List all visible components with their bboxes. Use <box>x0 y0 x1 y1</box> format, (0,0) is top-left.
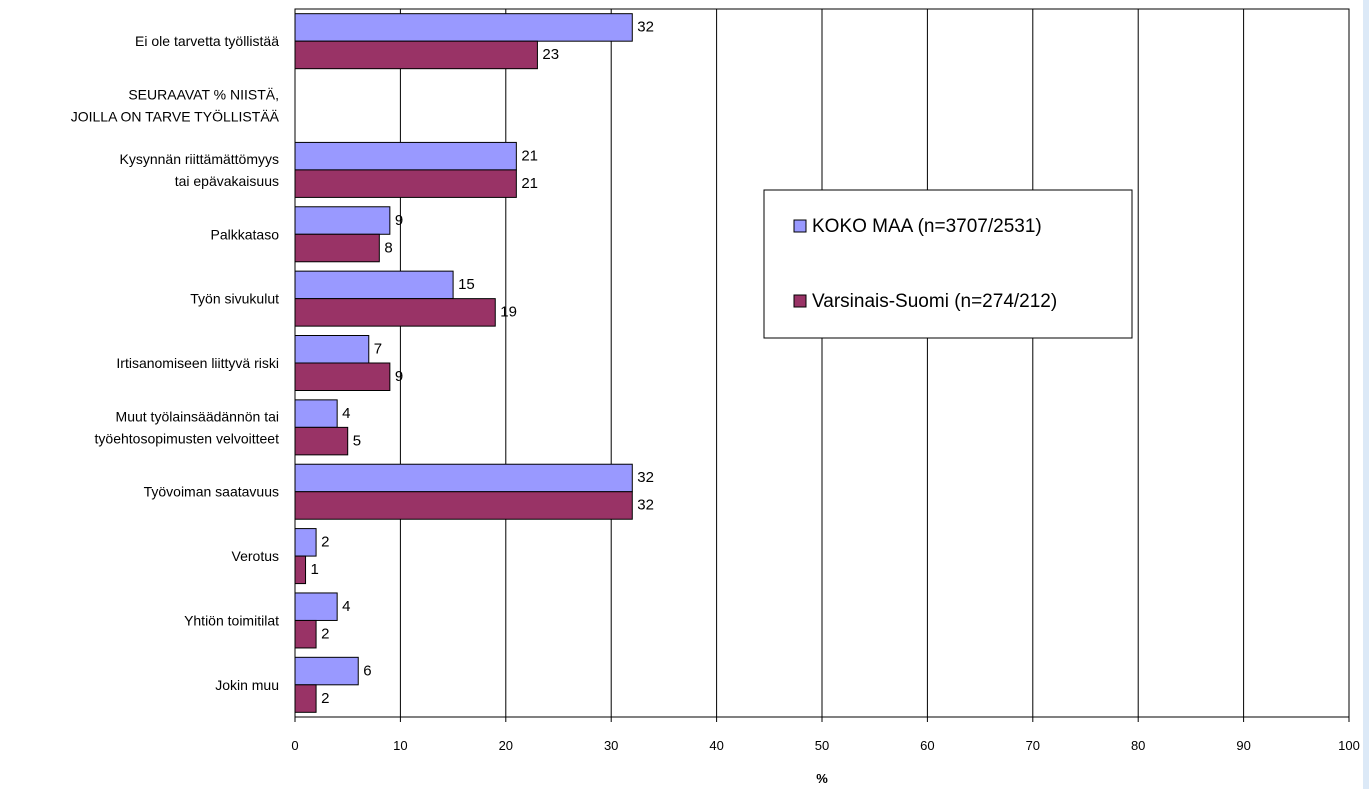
bar <box>294 491 633 520</box>
x-tick-label: 40 <box>709 738 723 753</box>
bar <box>294 40 538 70</box>
data-label: 5 <box>353 432 361 449</box>
bar <box>294 335 370 364</box>
bar <box>294 555 307 585</box>
bar <box>294 206 391 235</box>
bar <box>294 169 517 198</box>
category-labels: Ei ole tarvetta työllistää SEURAAVAT % NI… <box>71 33 280 693</box>
data-label: 1 <box>311 561 319 578</box>
x-axis-ticks: 0 10 20 30 40 50 60 70 80 90 100 <box>291 717 1360 753</box>
category-label: Verotus <box>232 548 279 564</box>
category-label: Muut työlainsäädännön tai <box>116 408 279 424</box>
data-label: 9 <box>395 368 403 385</box>
x-tick-label: 70 <box>1026 738 1040 753</box>
category-label: SEURAAVAT % NIISTÄ, <box>128 87 279 103</box>
data-label: 21 <box>521 175 538 192</box>
category-label: Kysynnän riittämättömyys <box>120 151 280 167</box>
bar <box>294 619 317 649</box>
data-label: 4 <box>342 405 350 422</box>
x-tick-label: 10 <box>393 738 407 753</box>
category-label: työehtosopimusten velvoitteet <box>95 430 280 446</box>
data-label: 6 <box>363 662 371 679</box>
bar <box>294 463 633 493</box>
category-label: Irtisanomiseen liittyvä riski <box>116 355 279 371</box>
data-label: 8 <box>384 239 392 256</box>
data-label: 9 <box>395 212 403 229</box>
bar <box>294 141 517 171</box>
legend-label: KOKO MAA (n=3707/2531) <box>812 216 1042 237</box>
x-tick-label: 20 <box>499 738 513 753</box>
bar <box>294 13 633 42</box>
bar <box>294 426 349 456</box>
x-tick-label: 30 <box>604 738 618 753</box>
data-label: 2 <box>321 690 329 707</box>
category-label: JOILLA ON TARVE TYÖLLISTÄÄ <box>71 108 280 125</box>
gridlines <box>399 9 1245 717</box>
data-label: 32 <box>637 19 654 36</box>
x-tick-label: 90 <box>1236 738 1250 753</box>
bar <box>294 592 338 621</box>
data-label: 15 <box>458 276 475 293</box>
data-label: 2 <box>321 534 329 551</box>
bar <box>294 684 317 713</box>
legend-swatch <box>793 294 807 308</box>
category-label: tai epävakaisuus <box>175 173 279 189</box>
legend-box <box>763 189 1133 339</box>
category-label: Palkkataso <box>211 226 280 242</box>
x-tick-label: 0 <box>291 738 298 753</box>
category-label: Ei ole tarvetta työllistää <box>135 33 279 49</box>
data-label: 21 <box>521 147 538 164</box>
x-tick-label: 100 <box>1338 738 1360 753</box>
data-label: 23 <box>542 46 559 63</box>
category-label: Työvoiman saatavuus <box>144 484 279 500</box>
window-edge <box>1363 0 1369 789</box>
data-label: 32 <box>637 497 654 514</box>
category-label: Työn sivukulut <box>190 291 279 307</box>
category-label: Yhtiön toimitilat <box>184 612 279 628</box>
bar <box>294 399 338 428</box>
data-label: 4 <box>342 598 350 615</box>
category-label: Jokin muu <box>215 677 279 693</box>
legend-label: Varsinais-Suomi (n=274/212) <box>812 291 1057 312</box>
x-axis-title: % <box>816 771 828 786</box>
bar <box>294 656 359 686</box>
bars <box>294 13 633 713</box>
bar <box>294 233 380 263</box>
legend: KOKO MAA (n=3707/2531) Varsinais-Suomi (n… <box>763 189 1133 339</box>
x-tick-label: 60 <box>920 738 934 753</box>
x-tick-label: 50 <box>815 738 829 753</box>
data-label: 19 <box>500 304 517 321</box>
bar <box>294 362 391 391</box>
bar <box>294 298 496 327</box>
legend-swatch <box>793 219 807 233</box>
bar <box>294 270 454 300</box>
bar <box>294 528 317 557</box>
x-tick-label: 80 <box>1131 738 1145 753</box>
data-label: 2 <box>321 625 329 642</box>
data-label: 7 <box>374 341 382 358</box>
data-label: 32 <box>637 469 654 486</box>
